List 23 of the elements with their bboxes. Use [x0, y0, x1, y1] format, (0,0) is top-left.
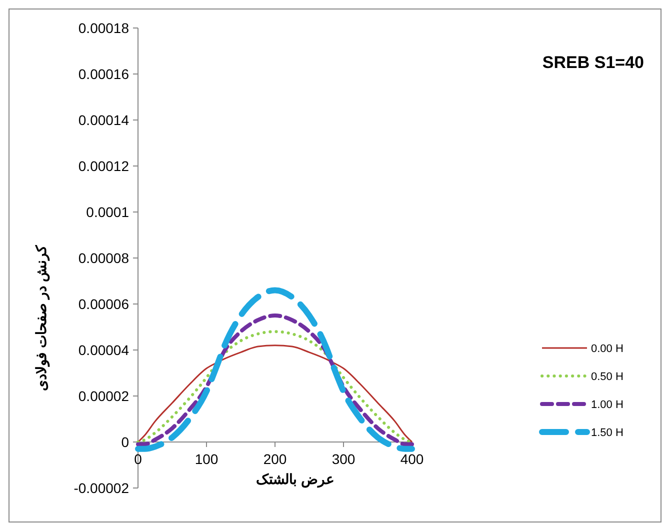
- legend-label: 1.50 H: [591, 426, 624, 439]
- x-tick-label: 200: [263, 451, 287, 467]
- x-axis-title: عرض بالشتک: [256, 471, 334, 488]
- x-tick-label: 0: [134, 451, 142, 467]
- y-axis-title: کرنش در صفحات فولادی: [33, 245, 50, 391]
- x-tick-label: 300: [332, 451, 356, 467]
- y-tick-label: 0.00004: [78, 342, 130, 358]
- y-tick-label: 0.00016: [78, 66, 130, 82]
- legend-label: 1.00 H: [591, 398, 624, 411]
- x-tick-label: 100: [194, 451, 218, 467]
- y-tick-label: 0: [121, 434, 130, 450]
- y-tick-label: -0.00002: [74, 480, 130, 496]
- legend-label: 0.50 H: [591, 370, 624, 383]
- y-tick-label: 0.00008: [78, 250, 130, 266]
- y-tick-label: 0.00012: [78, 158, 130, 174]
- text: SREB S1=40: [542, 53, 644, 72]
- legend-label: 0.00 H: [591, 342, 624, 355]
- y-tick-label: 0.00014: [78, 112, 130, 128]
- y-tick-label: 0.00006: [78, 296, 130, 312]
- y-tick-label: 0.00002: [78, 388, 130, 404]
- y-tick-label: 0.0001: [86, 204, 130, 220]
- x-tick-label: 400: [400, 451, 424, 467]
- y-tick-label: 0.00018: [78, 20, 130, 36]
